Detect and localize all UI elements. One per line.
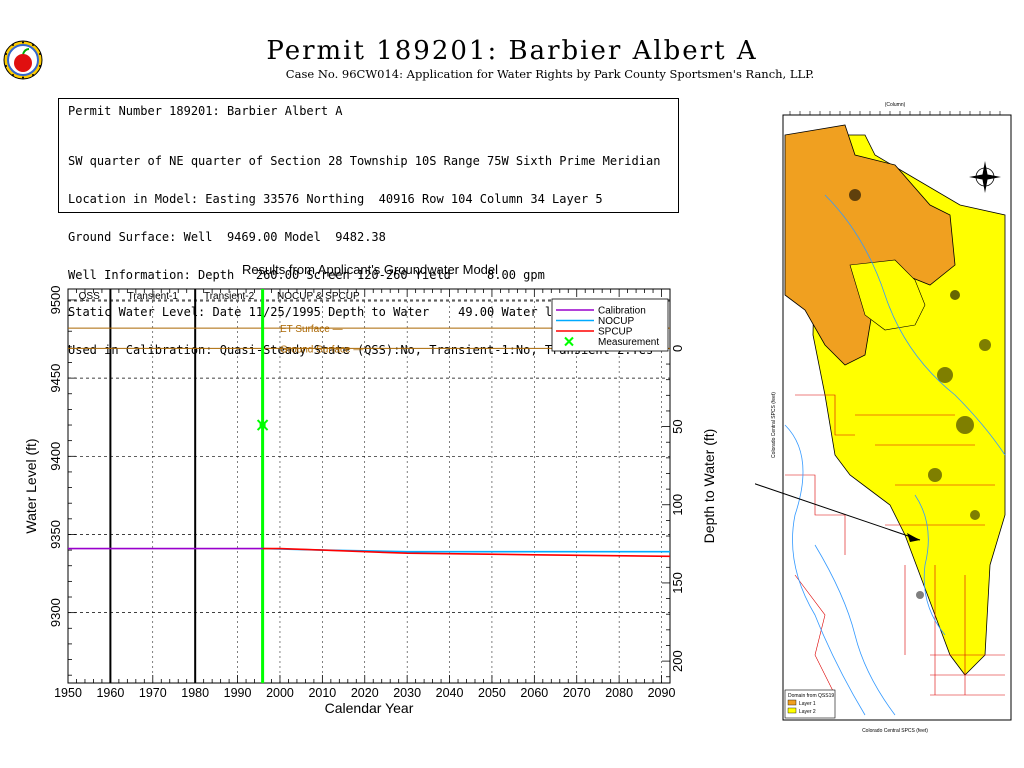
- arrow-head-icon: [907, 533, 920, 542]
- ground-surface-label: Ground Surface —: [280, 344, 363, 355]
- measurement-point: [256, 419, 269, 431]
- x-tick-label: 1960: [96, 686, 124, 700]
- well-location-arrow: [755, 483, 921, 541]
- series-line-spcup: [263, 547, 671, 558]
- period-label: Transient-2: [204, 291, 255, 302]
- right-tick-label: 150: [670, 572, 685, 594]
- compass-rose-icon: [969, 161, 1001, 193]
- legend-label: Calibration: [598, 306, 646, 317]
- legend-marker: [564, 336, 574, 347]
- streams: [784, 194, 1006, 716]
- period-label: QSS: [79, 291, 100, 302]
- y-tick-label: 9350: [48, 520, 63, 549]
- layer1-region-inner: [849, 259, 926, 331]
- layer1-region: [784, 124, 956, 366]
- page-title: Permit 189201: Barbier Albert A: [266, 36, 758, 66]
- right-axis-label: Depth to Water (ft): [701, 429, 717, 544]
- info-line: Used in Calibration: Quasi-Steady State …: [68, 343, 654, 358]
- page-subtitle: Case No. 96CW014: Application for Water …: [285, 67, 815, 81]
- info-line: Ground Surface: Well 9469.00 Model 9482.…: [68, 229, 386, 244]
- x-tick-label: 2070: [563, 686, 591, 700]
- legend-label: NOCUP: [598, 316, 634, 327]
- y-tick-label: 9500: [48, 285, 63, 314]
- y-tick-label: 9300: [48, 598, 63, 627]
- apple-logo-icon: [3, 40, 43, 80]
- info-line: SW quarter of NE quarter of Section 28 T…: [68, 154, 661, 169]
- period-label: NOCUP & SPCUP: [277, 291, 360, 302]
- legend-label: Measurement: [598, 337, 659, 348]
- x-tick-label: 2030: [393, 686, 421, 700]
- x-tick-label: 2060: [520, 686, 548, 700]
- x-tick-label: 1950: [54, 686, 82, 700]
- well-points: [849, 189, 991, 599]
- x-tick-label: 2080: [605, 686, 633, 700]
- legend-label: SPCUP: [598, 327, 633, 338]
- map-legend: Domain from QSS19 Layer 1 Layer 2: [784, 689, 836, 719]
- info-heading: Permit Number 189201: Barbier Albert A: [68, 104, 343, 118]
- x-tick-label: 2020: [351, 686, 379, 700]
- right-tick-label: 0: [670, 345, 685, 352]
- measurement-mark: [259, 422, 266, 429]
- x-tick-label: 1990: [224, 686, 252, 700]
- map-column-label: (Column): [885, 102, 906, 108]
- map-legend-layer2: Layer 2: [799, 709, 816, 715]
- et-surface-label: ET Surface —: [280, 324, 343, 335]
- groundwater-chart: 1950 1960 1970 1980 1990 2000 2010 2020 2030 2040…: [23, 285, 717, 716]
- model-domain-map: (Column) Colorado Central SPCS (feet) Co…: [755, 102, 1012, 734]
- map-y-axis-label: Colorado Central SPCS (feet): [771, 392, 777, 458]
- x-tick-label: 1980: [181, 686, 209, 700]
- map-legend-title: Domain from QSS19: [788, 693, 834, 699]
- right-tick-label: 100: [670, 494, 685, 516]
- y-axis-label: Water Level (ft): [23, 438, 39, 533]
- right-tick-label: 50: [670, 419, 685, 433]
- x-tick-label: 2040: [436, 686, 464, 700]
- chart-title: Results from Applicant's Groundwater Mod…: [241, 262, 499, 277]
- period-label: Transient-1: [128, 291, 179, 302]
- info-line: Well Information: Depth 260.00 Screen 12…: [68, 267, 545, 282]
- x-tick-label: 2000: [266, 686, 294, 700]
- x-tick-label: 2090: [648, 686, 676, 700]
- x-tick-label: 2050: [478, 686, 506, 700]
- section-lines: [785, 394, 1005, 696]
- y-tick-label: 9450: [48, 364, 63, 393]
- map-x-axis-label: Colorado Central SPCS (feet): [862, 728, 928, 734]
- map-ticks: [789, 111, 1001, 115]
- x-tick-label: 2010: [308, 686, 336, 700]
- map-legend-layer1: Layer 1: [799, 701, 816, 707]
- info-line: Location in Model: Easting 33576 Northin…: [68, 191, 603, 206]
- y-tick-label: 9400: [48, 442, 63, 471]
- legend-box: [551, 298, 669, 352]
- x-axis-label: Calendar Year: [325, 700, 414, 716]
- right-tick-label: 200: [670, 650, 685, 672]
- x-tick-label: 1970: [139, 686, 167, 700]
